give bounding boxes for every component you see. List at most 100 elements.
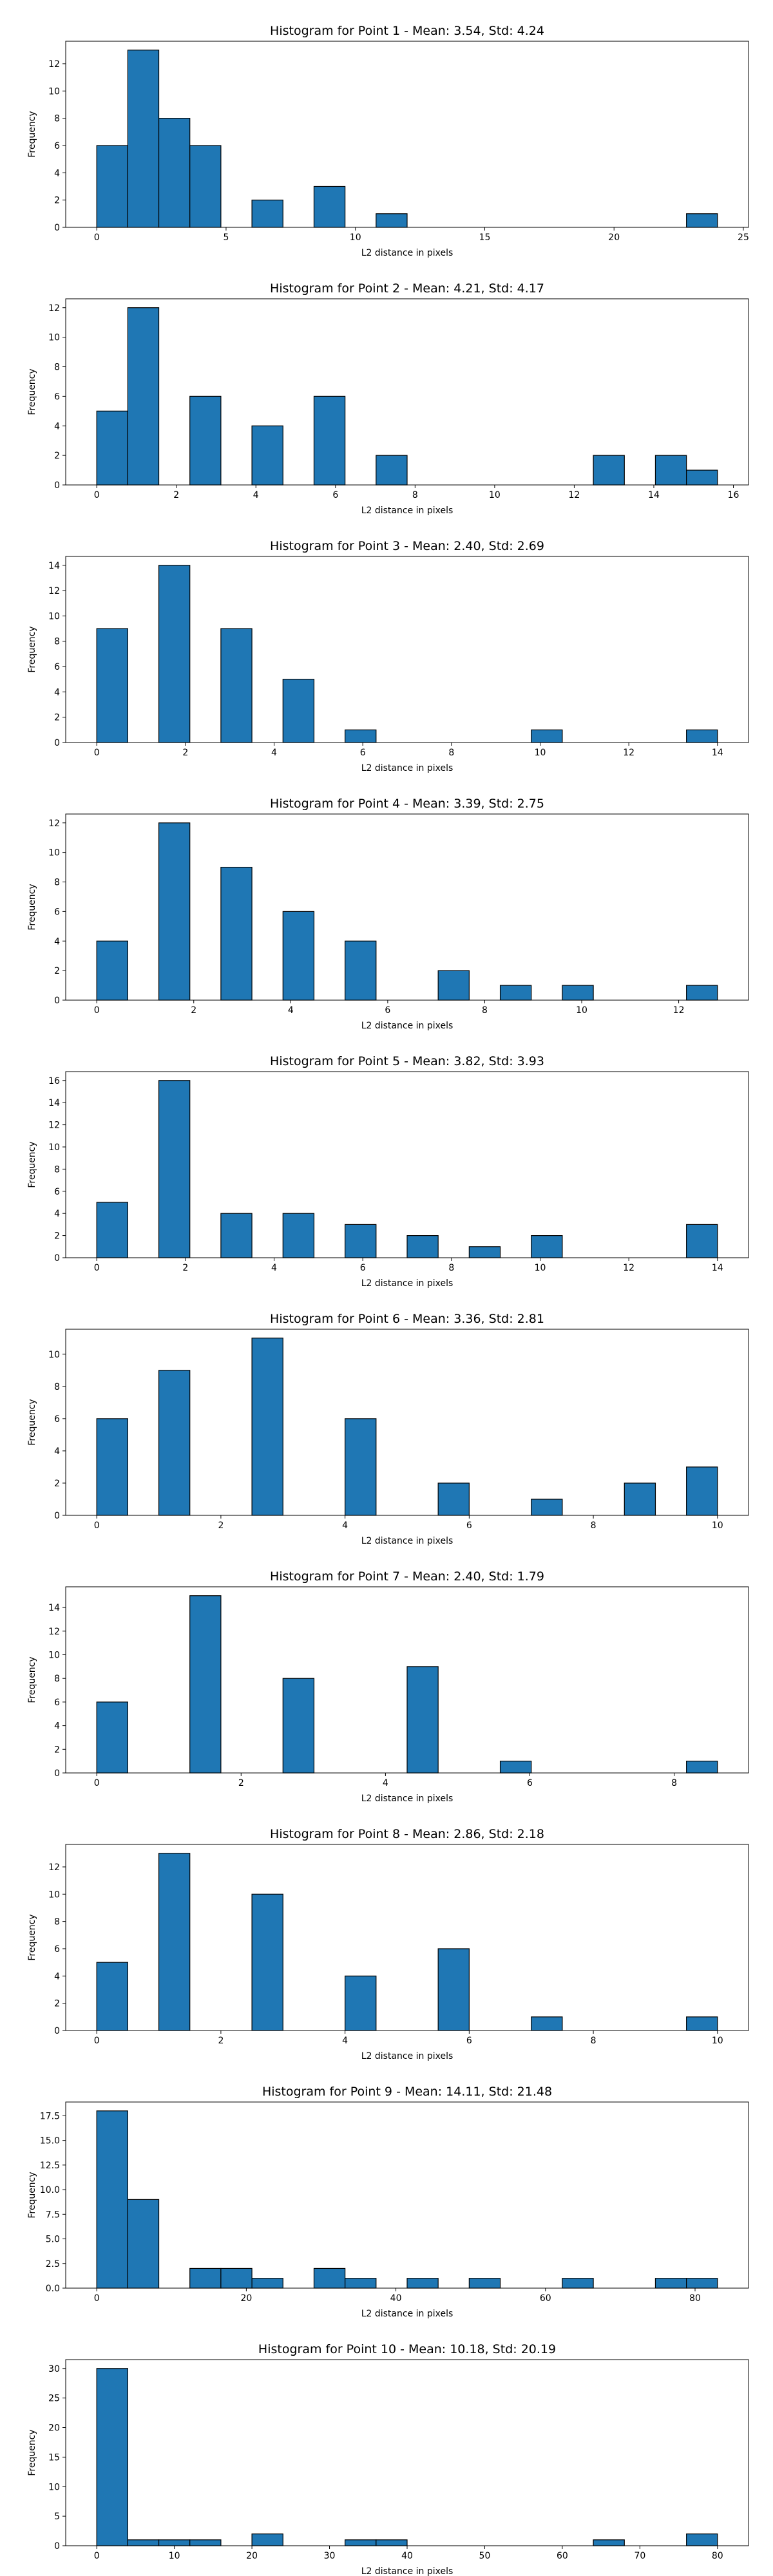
bar (654, 2278, 687, 2289)
bar (686, 729, 718, 743)
bar (376, 2539, 408, 2546)
y-tick-label: 12 (48, 59, 60, 70)
y-tick-label: 10 (48, 86, 60, 97)
bar (437, 1482, 470, 1516)
x-tick-label: 30 (324, 2551, 336, 2561)
y-tick-label: 8 (54, 637, 60, 647)
y-tick-label: 6 (54, 1698, 60, 1708)
histogram-chart: Histogram for Point 9 - Mean: 14.11, Std… (27, 2085, 749, 2319)
bar (251, 2533, 283, 2546)
x-tick-label: 0 (94, 490, 100, 500)
bar (127, 307, 160, 486)
bar (345, 1224, 377, 1258)
x-axis-label: L2 distance in pixels (361, 1278, 453, 1289)
y-axis-label: Frequency (27, 368, 37, 415)
x-tick-label: 40 (401, 2551, 413, 2561)
y-tick-label: 4 (54, 1971, 60, 1982)
y-tick-label: 6 (54, 662, 60, 672)
y-tick-label: 14 (48, 1098, 60, 1108)
y-tick-label: 8 (54, 363, 60, 373)
y-tick-label: 10 (48, 1651, 60, 1661)
y-tick-label: 12 (48, 303, 60, 314)
x-tick-label: 6 (466, 1520, 472, 1531)
y-axis-label: Frequency (27, 2429, 37, 2476)
x-tick-label: 5 (223, 232, 229, 243)
bar (345, 2539, 377, 2546)
y-tick-label: 4 (54, 687, 60, 697)
bar (158, 118, 191, 228)
y-tick-label: 6 (54, 392, 60, 402)
bar (158, 1370, 191, 1516)
bar (220, 2268, 253, 2289)
x-tick-label: 4 (271, 748, 277, 758)
bar (345, 2278, 377, 2289)
x-tick-label: 16 (728, 490, 740, 500)
x-tick-label: 20 (240, 2293, 252, 2304)
bar (158, 1080, 191, 1258)
x-tick-label: 2 (182, 748, 188, 758)
x-tick-label: 2 (173, 490, 179, 500)
y-tick-label: 12.5 (40, 2161, 60, 2171)
y-tick-label: 4 (54, 1721, 60, 1732)
bar (593, 2539, 625, 2546)
x-tick-label: 25 (738, 232, 749, 243)
bar (96, 145, 128, 228)
bar (282, 679, 315, 743)
x-tick-label: 80 (712, 2551, 723, 2561)
axes-frame (65, 1329, 749, 1516)
bar (686, 1761, 718, 1774)
x-tick-label: 0 (94, 232, 100, 243)
axes-frame (65, 2359, 749, 2546)
y-tick-label: 10 (48, 1350, 60, 1360)
y-axis-label: Frequency (27, 1656, 37, 1703)
x-tick-label: 10 (350, 232, 361, 243)
histogram-chart: Histogram for Point 1 - Mean: 3.54, Std:… (27, 24, 749, 258)
chart-title: Histogram for Point 10 - Mean: 10.18, St… (258, 2342, 556, 2356)
x-tick-label: 40 (390, 2293, 402, 2304)
bar (531, 2016, 563, 2031)
x-tick-label: 12 (569, 490, 580, 500)
bar (313, 185, 346, 228)
histogram-chart: Histogram for Point 10 - Mean: 10.18, St… (27, 2342, 749, 2576)
x-tick-label: 0 (94, 748, 100, 758)
x-axis-label: L2 distance in pixels (361, 1021, 453, 1031)
x-tick-label: 6 (527, 1778, 533, 1788)
chart-title: Histogram for Point 4 - Mean: 3.39, Std:… (270, 797, 544, 811)
bar (96, 1701, 128, 1774)
axes-frame (65, 556, 749, 743)
bar (531, 1499, 563, 1516)
bar (686, 2533, 718, 2546)
bar (251, 425, 283, 486)
bar (96, 2110, 128, 2289)
bar (189, 1595, 222, 1774)
x-tick-label: 6 (466, 2036, 472, 2046)
y-tick-label: 0 (54, 480, 60, 491)
histogram-chart: Histogram for Point 5 - Mean: 3.82, Std:… (27, 1054, 749, 1289)
x-tick-label: 0 (94, 2293, 100, 2304)
axes-frame (65, 1071, 749, 1258)
y-tick-label: 2 (54, 451, 60, 461)
axes-frame (65, 1586, 749, 1774)
y-axis-label: Frequency (27, 1141, 37, 1188)
x-tick-label: 4 (342, 2036, 348, 2046)
y-tick-label: 2 (54, 1231, 60, 1242)
bar (406, 1235, 439, 1258)
x-tick-label: 80 (689, 2293, 701, 2304)
x-tick-label: 10 (535, 1263, 546, 1273)
chart-title: Histogram for Point 8 - Mean: 2.86, Std:… (270, 1827, 544, 1841)
bar (499, 985, 532, 1001)
bar (686, 1466, 718, 1516)
bar (158, 822, 191, 1001)
y-tick-label: 8 (54, 114, 60, 124)
histogram-chart: Histogram for Point 4 - Mean: 3.39, Std:… (27, 797, 749, 1031)
bar (96, 2368, 128, 2546)
bar (96, 410, 128, 486)
x-tick-label: 6 (360, 1263, 366, 1273)
x-tick-label: 8 (448, 748, 454, 758)
x-axis-label: L2 distance in pixels (361, 2051, 453, 2061)
x-tick-label: 4 (342, 1520, 348, 1531)
x-tick-label: 8 (448, 1263, 454, 1273)
y-tick-label: 6 (54, 1944, 60, 1955)
x-tick-label: 12 (673, 1005, 685, 1016)
